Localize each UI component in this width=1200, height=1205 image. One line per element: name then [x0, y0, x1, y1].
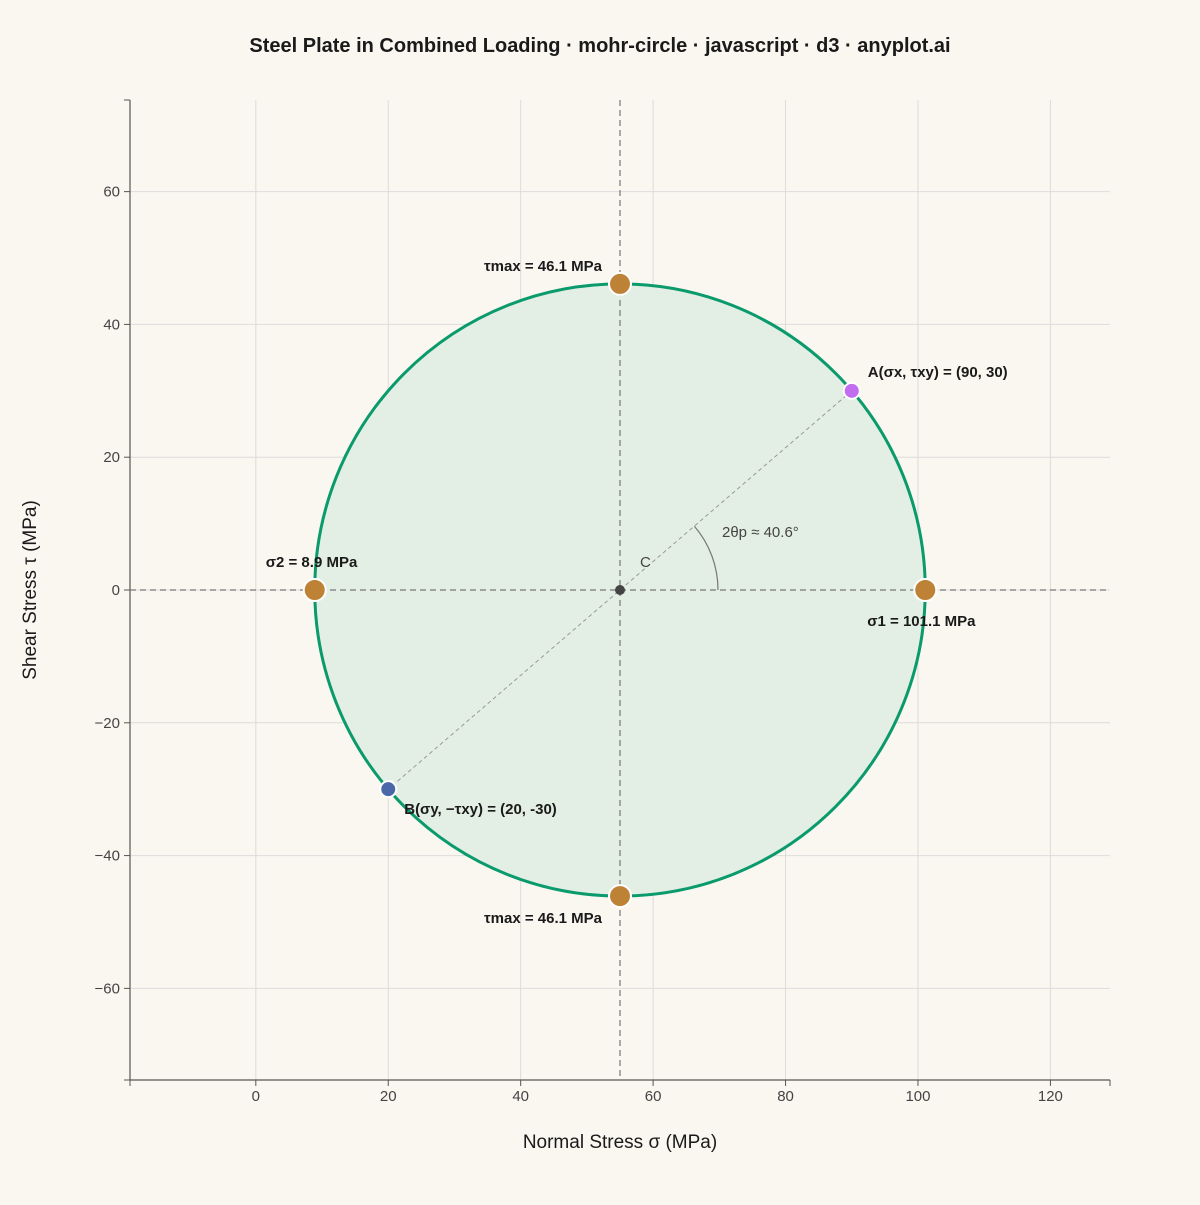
- y-tick-label: −60: [95, 980, 120, 997]
- y-tick-label: 20: [103, 449, 120, 466]
- y-tick-label: 0: [112, 582, 120, 599]
- x-axis-label: Normal Stress σ (MPa): [523, 1132, 717, 1153]
- point-label-A: A(σx, τxy) = (90, 30): [868, 364, 1008, 381]
- x-tick-label: 40: [512, 1088, 529, 1105]
- x-tick-label: 100: [905, 1088, 930, 1105]
- y-tick-label: −20: [95, 715, 120, 732]
- point-A: [842, 381, 861, 400]
- y-axis-label: Shear Stress τ (MPa): [20, 500, 41, 680]
- point-taumax-top: [608, 271, 632, 296]
- diameter-line: [387, 390, 853, 790]
- y-tick-label: 60: [103, 184, 120, 201]
- chart-title: Steel Plate in Combined Loading · mohr-c…: [249, 35, 950, 57]
- angle-arc: [693, 525, 719, 591]
- x-tick-label: 20: [380, 1088, 397, 1105]
- center-label: C: [640, 554, 651, 571]
- point-sigma2: [302, 578, 327, 602]
- stress-points: A(σx, τxy) = (90, 30) B(σy, −τxy) = (20, …: [266, 258, 1008, 927]
- axes: 0 20 40 60 80 100 120 −60 −40 −20 0 20 40 60: [95, 99, 1111, 1105]
- point-label-B: B(σy, −τxy) = (20, -30): [404, 801, 557, 818]
- x-tick-label: 0: [252, 1088, 260, 1105]
- point-label-sigma2: σ2 = 8.9 MPa: [266, 554, 358, 571]
- x-tick-label: 60: [645, 1088, 662, 1105]
- point-label-taumax-top: τmax = 46.1 MPa: [484, 258, 603, 275]
- y-tick-label: 40: [103, 316, 120, 333]
- angle-label: 2θp ≈ 40.6°: [722, 524, 799, 541]
- point-label-sigma1: σ1 = 101.1 MPa: [867, 613, 976, 630]
- y-tick-label: −40: [95, 848, 120, 865]
- x-tick-label: 80: [777, 1088, 794, 1105]
- point-sigma1: [913, 578, 938, 602]
- x-tick-label: 120: [1038, 1088, 1063, 1105]
- point-B: [379, 780, 398, 799]
- point-label-taumax-bottom: τmax = 46.1 MPa: [484, 910, 603, 927]
- point-taumax-bottom: [608, 884, 632, 909]
- center-point: [615, 585, 625, 595]
